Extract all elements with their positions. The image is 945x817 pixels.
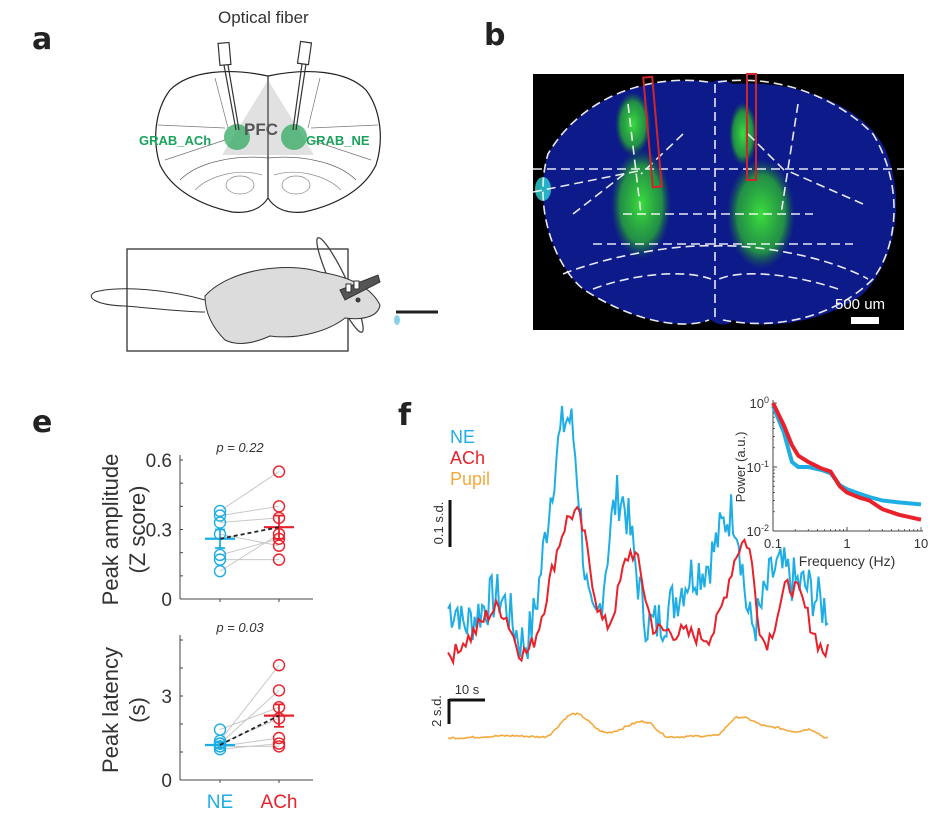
inset-x-tick-label: 1 [843, 536, 850, 551]
x-tick-label-ach: ACh [261, 792, 298, 813]
pair-line [219, 505, 280, 517]
fiber-track-right [746, 73, 757, 181]
grab-ach-expression-spot [224, 124, 250, 150]
legend-ach: ACh [450, 448, 485, 468]
y-axis-label-unit: (s) [125, 697, 150, 723]
grab-ach-label: GRAB_ACh [139, 133, 212, 148]
panel-letter-f: f [398, 398, 412, 433]
ach-data-point [272, 465, 286, 478]
y-axis-label-unit: (Z score) [125, 486, 150, 574]
y-tick-label: 0.3 [146, 521, 172, 542]
panel-letter-b: b [484, 18, 506, 53]
ne-data-point [213, 509, 227, 522]
optical-fiber-icon [217, 40, 313, 131]
water-spout-icon [394, 310, 438, 325]
ach-data-point [272, 731, 286, 745]
fiber-track-left [642, 75, 663, 189]
ach-data-point [272, 684, 286, 697]
ach-trace [447, 505, 829, 667]
mean-connector-line [219, 526, 280, 540]
y-tick-label: 3 [161, 687, 172, 708]
power-spectrum-inset: 0.1 1 10 100 10-1 10-2 Frequency (Hz) Power (a.… [733, 395, 928, 569]
p-value-label: p = 0.03 [215, 620, 264, 635]
pair-line [219, 664, 280, 742]
y-tick-label: 0.6 [146, 451, 172, 472]
pair-line [219, 690, 280, 744]
inset-x-tick-label: 10 [914, 536, 928, 551]
inset-y-axis-label: Power (a.u.) [733, 432, 748, 503]
scatter-chart-e-bottom: 0 3 p = 0.03 Peak latency (s) NE ACh [98, 620, 313, 813]
grab-ne-expression-spot [281, 124, 307, 150]
inset-x-axis-label: Frequency (Hz) [799, 553, 895, 569]
ne-data-point [213, 737, 227, 750]
ne-trace [447, 405, 829, 660]
optical-fiber-title: Optical fiber [218, 8, 309, 27]
pupil-scale-label: 2 s.d. [429, 695, 444, 727]
ach-data-point [272, 740, 286, 753]
ach-data-point [272, 553, 286, 566]
ach-data-point [272, 659, 286, 672]
y-tick-label: 0 [161, 771, 172, 792]
inset-ne-spectrum [771, 405, 922, 507]
y-axis-label: Peak latency [98, 647, 123, 773]
scale-bar-label: 500 um [835, 296, 886, 313]
y-axis-label: Peak amplitude [98, 454, 123, 606]
mouse-icon [90, 267, 381, 344]
inset-y-tick-label: 10-2 [747, 523, 769, 539]
pfc-label: PFC [244, 120, 278, 139]
panel-letter-e: e [32, 405, 53, 440]
time-scale-label: 10 s [455, 682, 480, 697]
mean-connector-line [219, 714, 280, 746]
x-tick-label-ne: NE [207, 792, 233, 813]
ne-data-point [213, 548, 227, 562]
atlas-outline [532, 79, 904, 325]
scale-bar [851, 317, 879, 324]
ne-data-point [213, 564, 227, 578]
pair-line [219, 533, 280, 572]
signal-scale-label: 0.1 s.d. [431, 502, 446, 545]
inset-y-tick-label: 100 [750, 395, 769, 411]
inset-x-tick-label: 0.1 [764, 536, 782, 551]
histology-image: 500 um [532, 73, 904, 330]
scatter-chart-e-top: 0 0.3 0.6 p = 0.22 Peak amplitude (Z score) [98, 440, 313, 611]
pair-line [219, 471, 280, 512]
pair-line [219, 538, 280, 556]
pair-line [219, 706, 280, 731]
ne-expression-right [727, 159, 795, 269]
panel-e-charts: 0 0.3 0.6 p = 0.22 Peak amplitude (Z score) 0 3… [98, 440, 313, 813]
brain-schematic [90, 40, 438, 352]
legend-ne: NE [450, 427, 475, 447]
ach-expression-left [611, 149, 671, 259]
y-tick-label: 0 [161, 590, 172, 611]
pupil-trace [447, 712, 829, 740]
pair-line [219, 717, 280, 745]
pair-line [219, 517, 280, 524]
inset-y-tick-label: 10-1 [747, 459, 769, 475]
histology-drawing [532, 73, 904, 325]
p-value-label: p = 0.22 [215, 440, 264, 455]
panel-letter-a: a [32, 22, 53, 57]
grab-ne-label: GRAB_NE [306, 133, 370, 148]
legend-pupil: Pupil [450, 469, 490, 489]
inset-ach-spectrum [771, 402, 922, 522]
